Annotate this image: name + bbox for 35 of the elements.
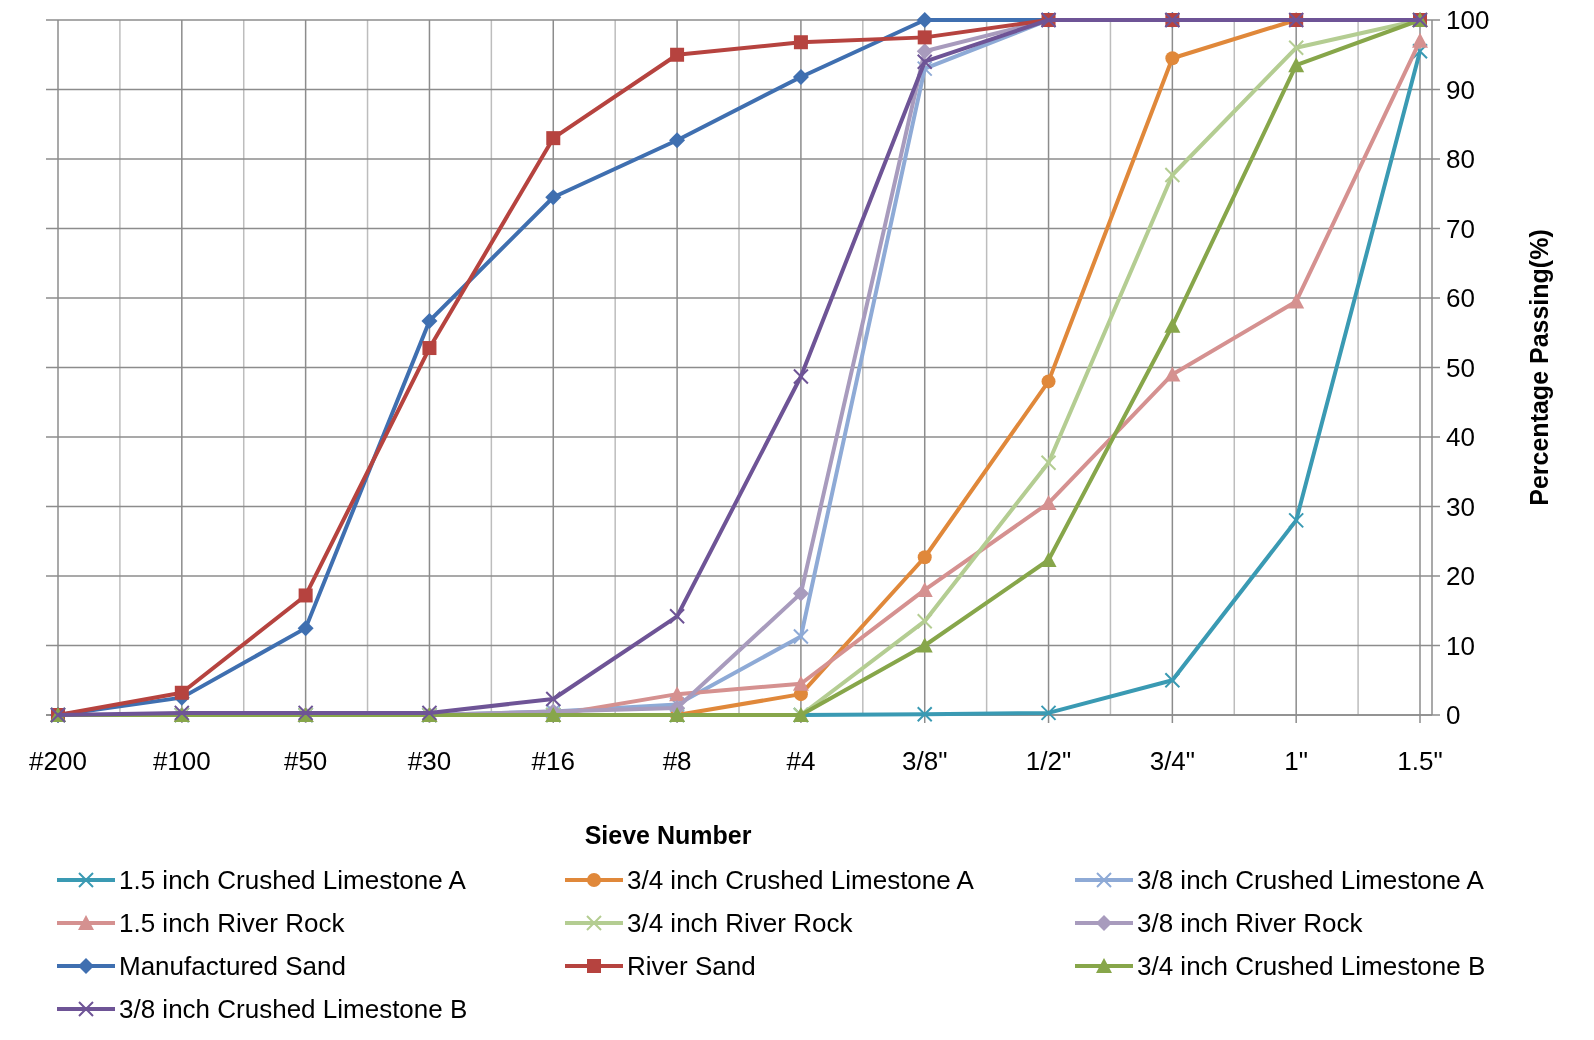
- x-tick-label: #100: [152, 746, 211, 776]
- y-tick-label: 10: [1446, 630, 1475, 661]
- legend-label: 3/4 inch Crushed Limestone B: [1137, 951, 1486, 982]
- legend-label: River Sand: [627, 951, 756, 982]
- x-tick-label: #30: [407, 746, 452, 776]
- x-tick-label: #8: [662, 746, 692, 776]
- y-tick-label: 70: [1446, 213, 1475, 244]
- legend-label: 1.5 inch River Rock: [119, 908, 346, 939]
- legend-label: 3/4 inch River Rock: [627, 908, 854, 939]
- x-tick-label: 1.5": [1397, 746, 1443, 776]
- x-tick-label: 3/4": [1149, 746, 1196, 776]
- y-tick-label: 20: [1446, 561, 1475, 592]
- y-tick-label: 50: [1446, 352, 1475, 383]
- legend-label: 3/8 inch Crushed Limestone A: [1137, 865, 1485, 896]
- y-tick-label: 100: [1446, 5, 1490, 36]
- x-tick-label: 3/8": [902, 746, 948, 776]
- x-axis-title: Sieve Number: [584, 821, 752, 849]
- y-tick-label: 0: [1446, 700, 1461, 731]
- y-tick-label: 60: [1446, 283, 1475, 314]
- y-tick-label: 40: [1446, 422, 1475, 453]
- x-tick-label: #4: [786, 746, 816, 776]
- x-tick-label: 1/2": [1025, 746, 1072, 776]
- legend-label: 3/8 inch Crushed Limestone B: [119, 994, 468, 1025]
- x-tick-label: #200: [29, 746, 87, 776]
- y-tick-label: 90: [1446, 74, 1475, 105]
- legend-label: 3/8 inch River Rock: [1137, 908, 1364, 939]
- legend-label: Manufactured Sand: [119, 951, 346, 982]
- legend-label: 3/4 inch Crushed Limestone A: [627, 865, 975, 896]
- x-tick-label: #16: [531, 746, 575, 776]
- legend-label: 1.5 inch Crushed Limestone A: [119, 865, 467, 896]
- y-tick-label: 80: [1446, 144, 1475, 175]
- x-tick-label: #50: [283, 746, 328, 776]
- x-tick-label: 1": [1284, 746, 1309, 776]
- y-axis-title: Percentage Passing(%): [1525, 229, 1553, 506]
- y-tick-label: 30: [1446, 491, 1475, 522]
